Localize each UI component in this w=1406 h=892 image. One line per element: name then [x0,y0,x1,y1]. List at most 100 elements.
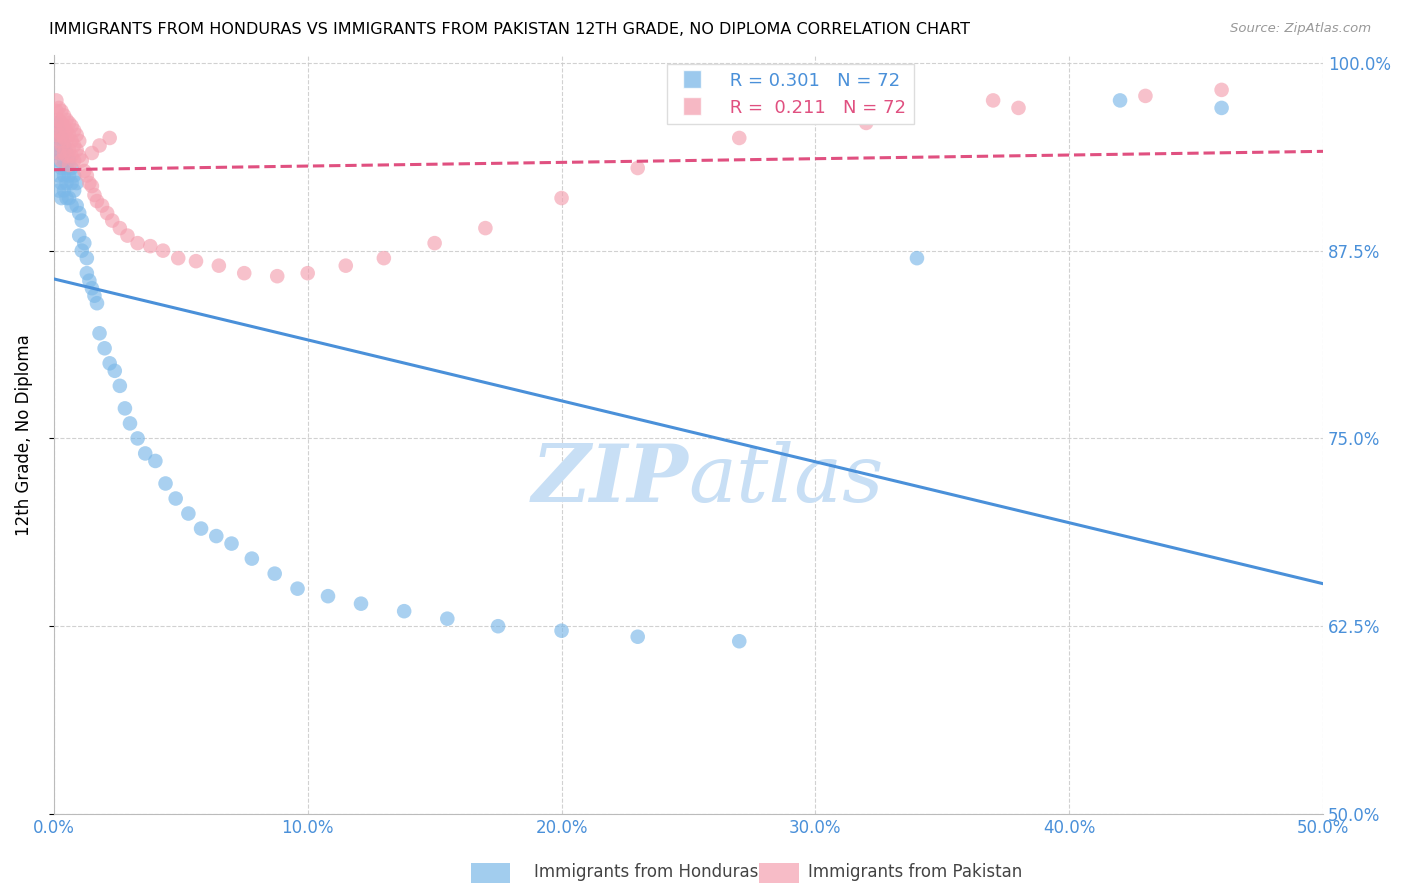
Point [58,158,80,172]
Text: IMMIGRANTS FROM HONDURAS VS IMMIGRANTS FROM PAKISTAN 12TH GRADE, NO DIPLOMA CORR: IMMIGRANTS FROM HONDURAS VS IMMIGRANTS F… [49,22,970,37]
Point [48,134,70,148]
Point [60,134,83,148]
Point [55,146,77,161]
Point [58,143,80,157]
Point [55,123,77,137]
Point [108,221,131,235]
Point [855,116,877,130]
Point [127,432,149,446]
Point [981,94,1004,108]
Point [60,176,83,190]
Point [96,206,118,220]
Point [152,244,174,258]
Point [167,251,190,265]
Point [101,213,124,227]
Point [60,161,83,175]
Point [51,161,73,175]
Point [118,417,141,431]
Point [436,612,458,626]
Point [53,138,76,153]
Point [70,244,93,258]
Point [51,146,73,161]
Point [86,296,108,310]
Point [108,379,131,393]
Text: ZIP: ZIP [531,442,689,519]
Point [127,236,149,251]
Point [58,169,80,183]
Point [89,326,111,341]
Point [627,161,650,175]
Point [80,146,103,161]
Point [45,128,67,142]
Point [67,206,90,220]
Point [80,179,103,194]
Point [905,251,928,265]
Point [51,131,73,145]
Point [139,239,162,253]
Point [60,198,83,212]
Point [76,169,98,183]
Point [1135,89,1157,103]
Point [208,259,231,273]
Text: Immigrants from Pakistan: Immigrants from Pakistan [808,863,1022,881]
Point [45,94,67,108]
Point [67,149,90,163]
Point [474,221,496,235]
Point [58,191,80,205]
Point [73,236,96,251]
Point [93,341,115,355]
Point [177,507,200,521]
Point [80,281,103,295]
Point [1211,83,1233,97]
Point [66,128,89,142]
Point [221,536,243,550]
Point [53,119,76,133]
Point [53,146,76,161]
Point [48,123,70,137]
Point [53,131,76,145]
Point [70,153,93,168]
Point [205,529,228,543]
Point [287,582,309,596]
Point [423,236,446,251]
Point [58,116,80,130]
Point [66,176,89,190]
Point [55,134,77,148]
Point [66,143,89,157]
Point [67,228,90,243]
Point [58,128,80,142]
Point [117,228,139,243]
Point [48,146,70,161]
Point [51,128,73,142]
Point [486,619,509,633]
Point [91,198,114,212]
Point [728,634,751,648]
Point [1109,94,1132,108]
Point [1007,101,1029,115]
Point [240,551,263,566]
Point [73,164,96,178]
Point [145,454,167,468]
Point [83,289,105,303]
Point [55,176,77,190]
Point [60,149,83,163]
Point [53,169,76,183]
Point [155,476,177,491]
Point [134,446,156,460]
Point [266,269,288,284]
Point [55,191,77,205]
Point [45,103,67,118]
Point [263,566,285,581]
Point [104,364,127,378]
Point [373,251,395,265]
Point [63,153,86,168]
Point [51,176,73,190]
Point [48,112,70,127]
Point [55,112,77,127]
Point [184,254,207,268]
Point [66,198,89,212]
Point [63,184,86,198]
Point [89,138,111,153]
Point [79,274,101,288]
Point [79,176,101,190]
